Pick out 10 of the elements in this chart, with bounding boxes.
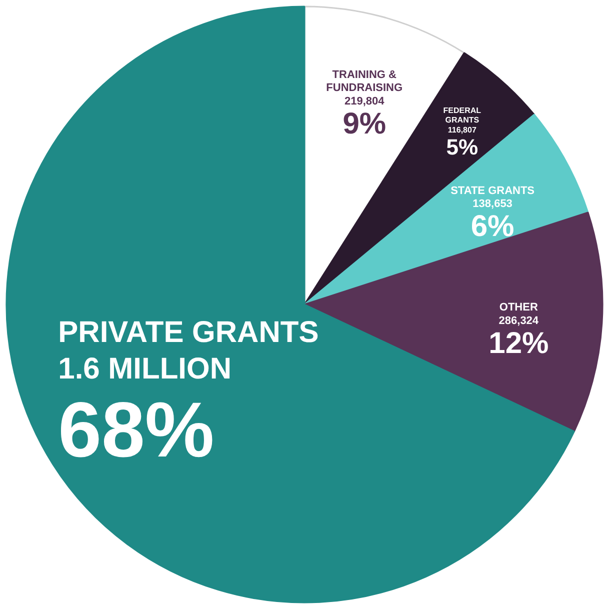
data-label: 286,324 12%	[488, 314, 549, 360]
data-label: 219,804 9%	[342, 95, 386, 140]
slice-label: TRAINING & FUNDRAISING	[326, 68, 403, 94]
data-label: 138,653 6%	[470, 198, 514, 244]
data-label: 116,807 5%	[446, 126, 478, 160]
slice-label: FEDERAL GRANTS	[443, 106, 482, 125]
data-label: 1.6 MILLION 68%	[58, 352, 232, 474]
slice-label: STATE GRANTS	[450, 184, 535, 197]
slice-label: PRIVATE GRANTS	[58, 316, 319, 350]
slice-label: OTHER	[499, 302, 538, 314]
